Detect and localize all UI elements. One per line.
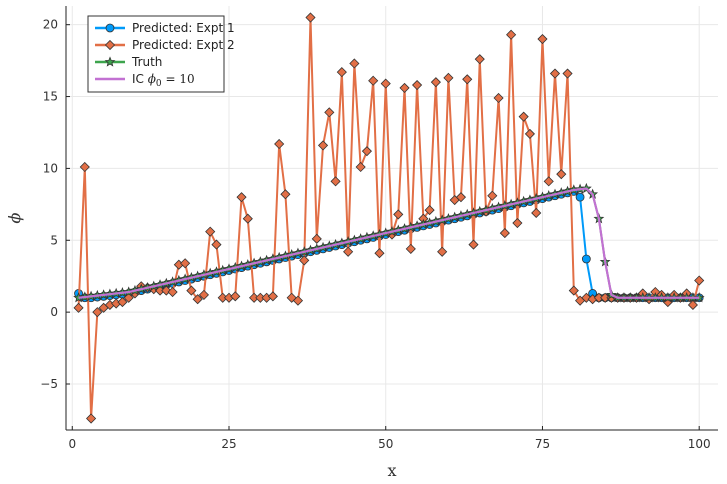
- series-expt2-point: [437, 246, 448, 257]
- series-expt2-point: [468, 239, 479, 250]
- series-expt2-point: [562, 68, 573, 79]
- series-expt2-point: [317, 140, 329, 151]
- series-expt2-point: [79, 161, 90, 173]
- series-expt2-point: [180, 258, 191, 269]
- legend-item-ic: IC ϕ0 = 10: [95, 72, 195, 89]
- series-expt2-point: [455, 192, 467, 203]
- y-tick-label: 20: [43, 18, 58, 32]
- series-expt2-point: [380, 78, 391, 89]
- series-expt2-point: [694, 275, 705, 286]
- x-tick-labels: 0 25 50 75 100: [68, 437, 710, 451]
- series-expt2-point: [186, 285, 197, 296]
- series-expt2-point: [462, 74, 473, 85]
- x-tick-label: 0: [68, 437, 76, 451]
- legend-item-truth: Truth: [95, 55, 162, 69]
- series-expt2-point: [399, 82, 410, 93]
- series-expt2-point: [305, 12, 316, 23]
- series-expt2-point: [198, 289, 209, 300]
- grid-lines: [66, 6, 718, 430]
- series-expt2-point: [424, 205, 435, 216]
- series-expt2-point: [430, 77, 441, 88]
- series-expt2-point: [205, 226, 216, 237]
- series-expt2-point: [230, 291, 241, 302]
- series-expt2-point: [506, 29, 517, 40]
- series-expt2-point: [518, 111, 529, 122]
- x-tick-label: 50: [378, 437, 393, 451]
- series-expt1-point: [581, 254, 591, 264]
- x-tick-label: 25: [221, 437, 236, 451]
- series-expt2-point: [330, 176, 341, 187]
- y-tick-labels: −5 0 5 10 15 20: [40, 18, 58, 391]
- series-expt2-point: [355, 161, 366, 173]
- legend-label: IC ϕ0 = 10: [132, 72, 195, 89]
- series-expt2-point: [412, 79, 423, 91]
- series-expt2-point: [474, 54, 485, 65]
- series-expt2-point: [324, 107, 335, 118]
- x-axis-label: x: [387, 461, 396, 480]
- series-expt2-point: [92, 307, 103, 318]
- series-expt2-point: [336, 67, 347, 78]
- series-expt2-point: [374, 248, 385, 259]
- series-ic: [78, 187, 700, 299]
- legend-item-expt2: Predicted: Expt 2: [95, 38, 235, 52]
- axes: [65, 6, 718, 431]
- legend-series-expt1-point: [105, 23, 115, 33]
- legend: Predicted: Expt 1 Predicted: Expt 2 Truth I…: [87, 15, 235, 93]
- series-expt2-point: [343, 246, 354, 257]
- x-tick-label: 75: [535, 437, 550, 451]
- series-expt2-point: [349, 58, 360, 69]
- series-layer: [73, 12, 705, 424]
- series-expt2-point: [512, 217, 523, 229]
- y-tick-label: 10: [43, 161, 58, 175]
- series-expt2-point: [192, 294, 203, 305]
- series-expt2-point: [493, 92, 504, 104]
- y-axis-label: ϕ: [5, 212, 24, 223]
- series-expt2-point: [299, 255, 310, 266]
- legend-label: Truth: [131, 55, 162, 69]
- series-expt2-point: [280, 189, 291, 200]
- series-expt2-point: [361, 146, 372, 157]
- series-expt2-point: [393, 209, 404, 220]
- y-tick-label: 0: [50, 305, 58, 319]
- series-expt2-point: [368, 75, 379, 86]
- series-expt1-point: [575, 192, 585, 202]
- series-ic-line: [78, 187, 700, 299]
- series-expt2-point: [443, 72, 454, 83]
- series-expt2-point: [236, 192, 247, 203]
- series-expt2: [73, 12, 705, 424]
- series-expt2-point: [405, 243, 416, 254]
- legend-item-expt1: Predicted: Expt 1: [95, 21, 235, 35]
- x-tick-label: 100: [688, 437, 711, 451]
- y-tick-label: −5: [40, 377, 58, 391]
- series-expt2-point: [499, 228, 510, 239]
- series-expt2-point: [73, 302, 84, 313]
- series-expt2-point: [568, 285, 579, 296]
- series-expt2-point: [687, 299, 698, 311]
- series-expt2-point: [267, 291, 278, 302]
- series-expt2-point: [86, 413, 97, 424]
- legend-series-truth-point: [104, 56, 116, 67]
- legend-label: Predicted: Expt 1: [132, 21, 235, 35]
- series-expt2-point: [167, 286, 178, 298]
- series-expt2-point: [537, 33, 548, 45]
- y-tick-label: 15: [43, 90, 58, 104]
- series-expt2-point: [211, 239, 222, 250]
- series-expt2-point: [531, 207, 542, 219]
- series-expt2-point: [524, 128, 535, 139]
- series-expt2-point: [556, 169, 567, 180]
- legend-series-expt2-point: [104, 39, 116, 51]
- legend-label: Predicted: Expt 2: [132, 38, 235, 52]
- series-truth-point: [693, 292, 705, 303]
- series-expt2-point: [117, 297, 128, 308]
- series-expt2-point: [549, 68, 561, 79]
- series-expt2-point: [487, 190, 498, 201]
- series-expt2-point: [274, 138, 285, 150]
- series-expt2-point: [292, 295, 304, 306]
- series-expt2-point: [543, 176, 554, 187]
- y-tick-label: 5: [50, 233, 58, 247]
- series-expt2-point: [242, 213, 253, 224]
